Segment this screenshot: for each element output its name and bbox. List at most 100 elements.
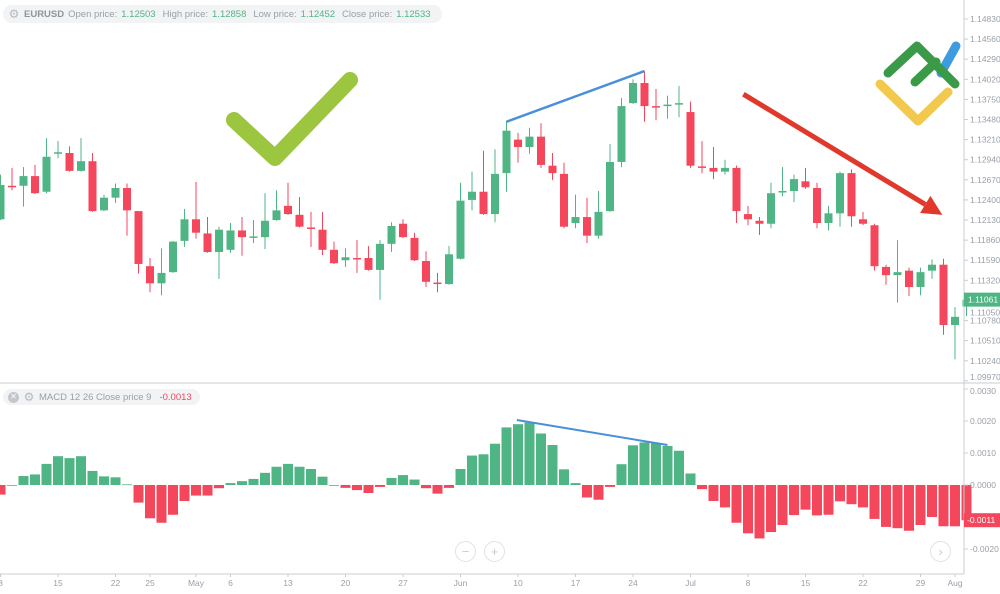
close-icon[interactable]: ✕ — [8, 391, 19, 403]
zoom-in-button[interactable]: + — [484, 541, 505, 562]
candle — [307, 211, 315, 247]
price-pane[interactable] — [0, 69, 971, 360]
macd-bar — [639, 442, 650, 485]
candle — [847, 169, 856, 227]
price-trendline — [506, 69, 645, 123]
candle — [514, 132, 522, 163]
macd-tick-label: 0.0000 — [970, 480, 996, 490]
symbol-name: EURUSD — [24, 8, 65, 20]
price-tick-label: 1.10240 — [970, 356, 1000, 366]
candle — [399, 219, 407, 238]
macd-bar — [927, 485, 937, 517]
macd-pane[interactable] — [0, 419, 972, 539]
candle-body — [709, 167, 718, 172]
macd-bar — [214, 485, 224, 489]
gear-icon[interactable]: ⚙ — [23, 390, 35, 404]
candle — [698, 141, 706, 174]
macd-bar — [616, 464, 627, 485]
macd-bar — [570, 483, 581, 485]
candle — [801, 167, 810, 189]
candle-body — [790, 179, 798, 191]
macd-bar — [99, 476, 109, 485]
candle-body — [261, 220, 269, 238]
macd-bar — [133, 485, 144, 503]
candle — [663, 95, 672, 119]
candle — [88, 153, 97, 212]
macd-bar — [846, 485, 857, 505]
candle-body — [31, 176, 39, 194]
candle-body — [905, 270, 913, 288]
candle — [123, 183, 131, 236]
candle — [111, 183, 120, 203]
macd-bar — [271, 466, 282, 485]
candle — [606, 144, 614, 212]
time-tick-label: 10 — [513, 578, 523, 588]
candle-body — [629, 83, 637, 104]
gear-icon[interactable]: ⚙ — [8, 7, 20, 21]
candle-body — [65, 153, 74, 171]
candle-body — [502, 130, 511, 174]
price-tick-label: 1.14290 — [970, 54, 1000, 64]
price-tick-label: 1.14830 — [970, 14, 1000, 24]
candle-body — [491, 173, 499, 215]
candle-body — [744, 214, 752, 220]
candle — [916, 267, 925, 296]
candle-body — [606, 161, 614, 212]
time-tick-label: 29 — [916, 578, 926, 588]
candle-body — [951, 316, 959, 326]
macd-bar — [651, 443, 661, 485]
candle — [410, 232, 419, 261]
time-tick-label: 15 — [801, 578, 811, 588]
macd-bar — [168, 485, 178, 515]
candle — [686, 101, 695, 168]
candle — [951, 307, 959, 360]
zoom-out-button[interactable]: − — [455, 541, 476, 562]
macd-tick-label: 0.0030 — [970, 386, 996, 396]
candle — [215, 226, 223, 279]
macd-bar — [317, 476, 328, 485]
candle — [732, 165, 741, 224]
macd-bar — [87, 470, 98, 485]
candle-body — [88, 161, 97, 212]
candle-body — [146, 266, 154, 284]
time-tick-label: 17 — [571, 578, 581, 588]
candle-body — [870, 225, 879, 267]
candle — [755, 217, 764, 235]
scroll-right-button[interactable]: › — [930, 541, 951, 562]
time-tick-label: Jun — [454, 578, 468, 588]
candle — [468, 171, 476, 211]
macd-bar — [708, 485, 719, 501]
candle — [422, 251, 430, 288]
macd-bar — [754, 485, 765, 539]
candle — [330, 241, 338, 264]
arrow-head-icon — [920, 195, 943, 215]
macd-bar — [30, 474, 40, 485]
candle-body — [548, 165, 557, 174]
candle — [859, 211, 867, 226]
candle — [928, 259, 936, 279]
candle — [31, 164, 39, 194]
candle-body — [514, 139, 522, 148]
candle — [169, 240, 177, 273]
candle — [318, 211, 327, 256]
candle-body — [272, 210, 281, 221]
candle-body — [916, 272, 925, 288]
macd-bar — [352, 485, 362, 491]
candle-body — [813, 188, 821, 224]
candle — [353, 240, 361, 273]
candle-body — [226, 230, 235, 250]
candle — [767, 182, 775, 229]
macd-bar — [398, 475, 408, 485]
candle — [790, 174, 798, 203]
candle — [157, 248, 166, 296]
macd-bar — [593, 485, 604, 500]
candle-body — [399, 223, 407, 238]
last-price-label: 1.11061 — [968, 295, 998, 305]
candle — [629, 79, 637, 104]
candle-body — [617, 106, 626, 162]
macd-bar — [7, 485, 17, 486]
candle-body — [157, 272, 166, 284]
candle-body — [410, 237, 419, 261]
macd-bar — [225, 483, 236, 485]
